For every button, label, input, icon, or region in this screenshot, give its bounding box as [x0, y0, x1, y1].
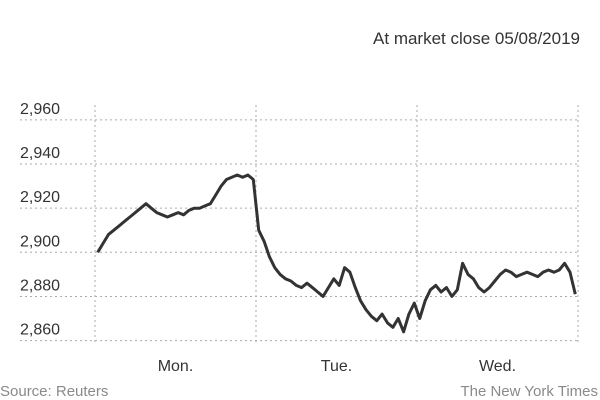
- y-tick-label: 2,860: [20, 322, 60, 339]
- source: Source: Reuters: [0, 383, 108, 400]
- y-tick-label: 2,920: [20, 189, 60, 206]
- y-tick-label: 2,960: [20, 101, 60, 118]
- y-tick-label: 2,900: [20, 233, 60, 250]
- x-tick-label: Mon.: [158, 358, 194, 375]
- price-line: [96, 173, 577, 334]
- credit: The New York Times: [460, 383, 598, 400]
- y-tick-label: 2,940: [20, 145, 60, 162]
- x-tick-label: Tue.: [321, 358, 352, 375]
- subtitle: At market close 05/08/2019: [373, 29, 580, 48]
- x-tick-label: Wed.: [479, 358, 516, 375]
- y-tick-label: 2,880: [20, 277, 60, 294]
